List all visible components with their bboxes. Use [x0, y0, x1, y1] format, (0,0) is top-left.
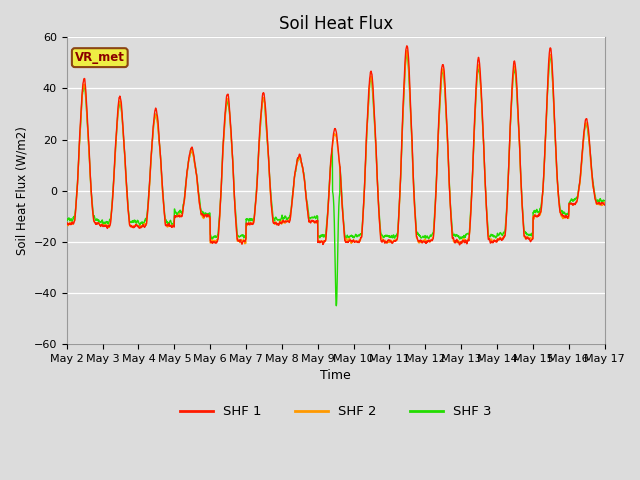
Text: VR_met: VR_met: [75, 51, 125, 64]
Y-axis label: Soil Heat Flux (W/m2): Soil Heat Flux (W/m2): [15, 126, 28, 255]
Legend: SHF 1, SHF 2, SHF 3: SHF 1, SHF 2, SHF 3: [174, 400, 497, 423]
X-axis label: Time: Time: [321, 370, 351, 383]
Title: Soil Heat Flux: Soil Heat Flux: [278, 15, 393, 33]
